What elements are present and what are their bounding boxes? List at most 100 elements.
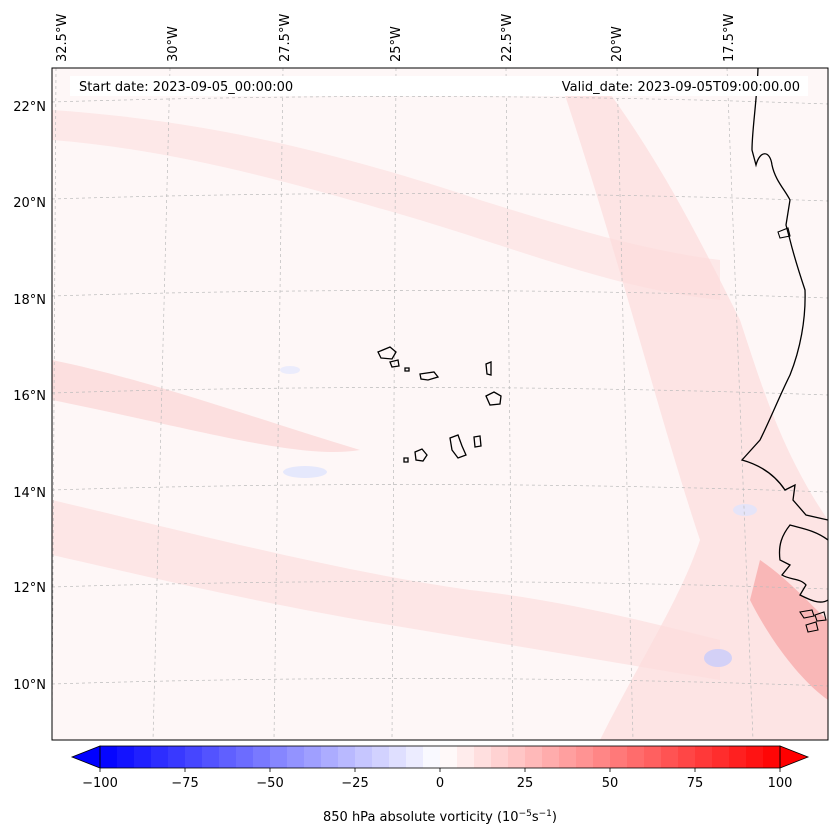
colorbar-segment	[525, 746, 543, 768]
colorbar-extend-max	[779, 745, 810, 769]
lat-label: 14°N	[13, 486, 46, 501]
lon-label: 17.5°W	[722, 14, 737, 62]
colorbar-segment	[763, 746, 781, 768]
colorbar-segment	[559, 746, 577, 768]
colorbar-tick-label: −75	[171, 776, 198, 791]
lon-label: 25°W	[389, 26, 404, 62]
parallel-line	[52, 193, 828, 202]
colorbar-tick-label: 50	[602, 776, 619, 791]
meridian-line	[616, 68, 634, 740]
island-sal	[485, 361, 492, 376]
colorbar-segment	[695, 746, 713, 768]
parallel-line	[52, 387, 828, 396]
colorbar-segment	[372, 746, 390, 768]
colorbar-segment	[644, 746, 662, 768]
lon-label: 22.5°W	[500, 14, 515, 62]
parallel-line	[52, 678, 828, 687]
colorbar-segment	[593, 746, 611, 768]
colorbar-segment	[491, 746, 509, 768]
lat-label: 10°N	[13, 678, 46, 693]
colorbar-segment	[746, 746, 764, 768]
vorticity-coastal-max	[750, 560, 828, 700]
lon-label: 20°W	[610, 26, 625, 62]
colorbar-segment	[729, 746, 747, 768]
longitude-labels: 32.5°W 30°W 27.5°W 25°W 22.5°W 20°W 17.5…	[55, 14, 737, 62]
bijagos-islands	[799, 609, 827, 633]
lat-label: 18°N	[13, 293, 46, 308]
africa-coastline	[740, 68, 828, 521]
colorbar: −100 −75 −50 −25 0 25 50 75 100 850 hPa absolute…	[70, 745, 810, 825]
colorbar-ticks: −100 −75 −50 −25 0 25 50 75 100	[82, 768, 792, 791]
island-maio	[473, 435, 482, 448]
lon-label: 30°W	[166, 26, 181, 62]
lat-label: 20°N	[13, 196, 46, 211]
meridian-line	[726, 68, 754, 740]
island-santo-antao	[377, 346, 397, 360]
colorbar-tick-label: −100	[82, 776, 118, 791]
colorbar-segment	[151, 746, 169, 768]
colorbar-title-exponent-2: −1	[539, 809, 552, 819]
vorticity-field	[52, 80, 828, 740]
header-box	[70, 76, 808, 96]
parallel-line	[52, 290, 828, 299]
colorbar-tick-label: 25	[517, 776, 534, 791]
lon-label: 32.5°W	[55, 14, 70, 62]
island-sao-nicolau	[419, 371, 440, 381]
vorticity-negative-patch	[704, 649, 732, 667]
colorbar-segment	[134, 746, 152, 768]
colorbar-title-unit-s: s	[532, 810, 539, 825]
colorbar-title-prefix: 850 hPa absolute vorticity (10	[323, 810, 519, 825]
lat-label: 22°N	[13, 100, 46, 115]
map-panel	[52, 68, 828, 740]
lat-label: 16°N	[13, 389, 46, 404]
meridian-line	[52, 68, 57, 740]
colorbar-segment	[712, 746, 730, 768]
colorbar-segment	[202, 746, 220, 768]
colorbar-segment	[423, 746, 441, 768]
vorticity-negative-patch	[280, 366, 300, 374]
colorbar-segment	[321, 746, 339, 768]
colorbar-segment	[457, 746, 475, 768]
colorbar-segment	[168, 746, 186, 768]
colorbar-segment	[219, 746, 237, 768]
lat-label: 12°N	[13, 581, 46, 596]
vorticity-negative-patch	[733, 504, 757, 516]
latitude-labels: 22°N 20°N 18°N 16°N 14°N 12°N 10°N	[13, 100, 46, 693]
colorbar-segment	[627, 746, 645, 768]
colorbar-tick-label: 100	[768, 776, 793, 791]
colorbar-extend-min	[70, 745, 101, 769]
parallel-line	[52, 96, 828, 105]
valid-date-text: Valid_date: 2023-09-05T09:00:00.00	[562, 80, 800, 95]
meridian-line	[273, 68, 284, 740]
colorbar-segment	[678, 746, 696, 768]
meridian-line	[152, 68, 171, 740]
colorbar-segment	[610, 746, 628, 768]
vorticity-band-south	[52, 500, 720, 680]
colorbar-tick-label: −25	[341, 776, 368, 791]
colorbar-segment	[661, 746, 679, 768]
colorbar-tick-label: 0	[436, 776, 444, 791]
colorbar-segment	[100, 746, 118, 768]
island-santiago	[449, 434, 467, 459]
colorbar-title-exponent-1: −5	[519, 809, 532, 819]
coastal-island	[777, 227, 791, 239]
colorbar-segment	[338, 746, 356, 768]
start-date-text: Start date: 2023-09-05_00:00:00	[79, 80, 293, 95]
vorticity-band-north	[52, 110, 720, 300]
meridian-line	[391, 68, 397, 740]
island-sao-vicente	[389, 359, 400, 368]
map-frame	[51, 67, 829, 741]
colorbar-tick-label: 75	[687, 776, 704, 791]
island-santa-luzia	[404, 367, 410, 372]
colorbar-segment	[508, 746, 526, 768]
colorbar-segment	[236, 746, 254, 768]
vorticity-band-middle	[52, 360, 360, 452]
colorbar-segment	[304, 746, 322, 768]
island-brava	[403, 457, 409, 463]
colorbar-tick-label: −50	[256, 776, 283, 791]
colorbar-segment	[355, 746, 373, 768]
island-boa-vista	[485, 391, 502, 406]
cape-verde-islands	[377, 346, 502, 463]
colorbar-segment	[117, 746, 135, 768]
